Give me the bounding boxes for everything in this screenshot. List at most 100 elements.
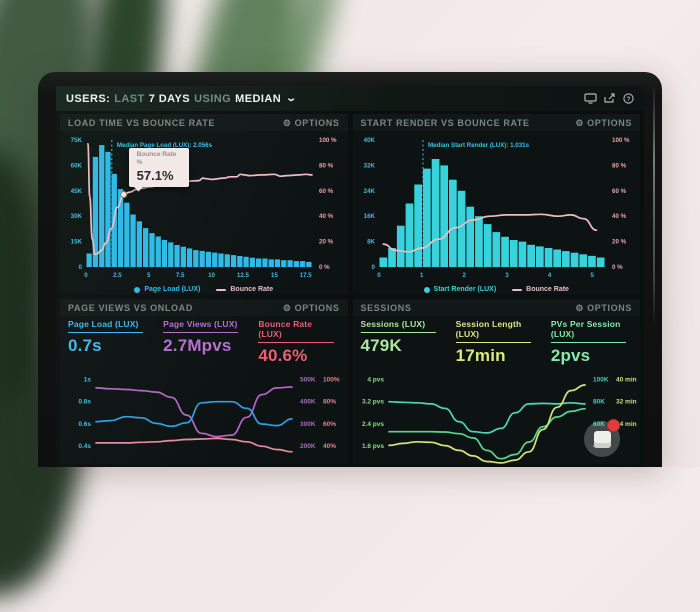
sessions-chart[interactable]: 4 pvs 3.2 pvs 2.4 pvs 1.6 pvs 100K 40 min 80K 3…: [355, 369, 639, 464]
svg-text:7.5: 7.5: [176, 272, 185, 279]
svg-text:0.4s: 0.4s: [78, 443, 91, 450]
legend-dot-icon: [134, 286, 141, 293]
gear-icon: ⚙: [282, 117, 292, 128]
svg-text:0: 0: [79, 264, 83, 271]
svg-text:80 %: 80 %: [319, 162, 334, 169]
svg-text:0: 0: [84, 272, 88, 279]
svg-text:8K: 8K: [367, 239, 375, 246]
svg-text:60 %: 60 %: [612, 188, 627, 195]
dashboard-screen: USERS: LAST 7 DAYS USING MEDIAN ⌄ ? LOAD…: [56, 86, 644, 467]
notification-badge: [607, 419, 620, 432]
page-views-chart[interactable]: 1s 0.8s 0.6s 0.4s 500K 100% 400K 80% 300K 60% 200K…: [62, 369, 346, 464]
svg-text:4 pvs: 4 pvs: [367, 376, 384, 383]
svg-text:16K: 16K: [363, 213, 375, 220]
svg-text:40%: 40%: [323, 443, 336, 450]
svg-text:60 %: 60 %: [319, 188, 334, 195]
gear-icon: ⚙: [282, 302, 292, 313]
svg-text:0: 0: [371, 264, 375, 271]
svg-text:80 %: 80 %: [612, 162, 627, 169]
svg-text:80%: 80%: [323, 399, 336, 406]
header-last: LAST: [114, 92, 145, 105]
svg-text:60K: 60K: [593, 421, 605, 428]
svg-text:Median Page Load (LUX): 2.056s: Median Page Load (LUX): 2.056s: [117, 142, 213, 149]
panel-start-render: START RENDER VS BOUNCE RATE ⚙ OPTIONS 40…: [352, 114, 641, 294]
load_time-svg: 75K 60K 45K 30K 15K 0 100 % 80 % 60 % 40 % 20 % 0 %…: [71, 137, 337, 279]
chat-icon: [593, 430, 611, 448]
svg-text:400K: 400K: [300, 399, 316, 406]
svg-text:100%: 100%: [323, 376, 340, 383]
panel-title: PAGE VIEWS VS ONLOAD: [68, 303, 193, 313]
metric-page-views: Page Views (LUX) 2.7Mpvs: [163, 319, 239, 355]
metric-session-length: Session Length (LUX) 17min: [455, 319, 537, 366]
svg-text:40 %: 40 %: [612, 213, 627, 220]
options-button[interactable]: ⚙ OPTIONS: [282, 302, 340, 313]
svg-text:2.5: 2.5: [113, 272, 122, 279]
legend-bounce-rate[interactable]: Bounce Rate: [512, 286, 569, 293]
svg-text:?: ?: [627, 96, 631, 103]
svg-text:20 %: 20 %: [319, 239, 334, 246]
svg-text:3.2 pvs: 3.2 pvs: [361, 399, 383, 406]
header-users: USERS:: [66, 92, 111, 105]
legend-dot-icon: [423, 286, 430, 293]
svg-text:40 %: 40 %: [319, 213, 334, 220]
header-using: USING: [194, 92, 232, 105]
svg-text:300K: 300K: [300, 421, 316, 428]
panel-sessions: SESSIONS ⚙ OPTIONS Sessions (LUX) 479K S…: [352, 299, 641, 464]
svg-text:10: 10: [208, 272, 215, 279]
page_views-svg: 1s 0.8s 0.6s 0.4s 500K 100% 400K 80% 300K 60% 200K…: [78, 376, 340, 453]
legend-bounce-rate[interactable]: Bounce Rate: [216, 286, 273, 293]
svg-text:0 %: 0 %: [319, 264, 330, 271]
svg-text:0: 0: [377, 272, 381, 279]
svg-text:100 %: 100 %: [612, 137, 630, 144]
svg-text:0.8s: 0.8s: [78, 399, 91, 406]
legend-page-load[interactable]: Page Load (LUX): [134, 286, 200, 293]
bezel-reflection: [653, 88, 655, 328]
metric-row: Sessions (LUX) 479K Session Length (LUX)…: [353, 316, 641, 368]
panel-grid: LOAD TIME VS BOUNCE RATE ⚙ OPTIONS Bounc…: [56, 111, 644, 467]
svg-text:4: 4: [547, 272, 551, 279]
svg-text:100 %: 100 %: [319, 137, 337, 144]
tooltip-value: 57.1%: [136, 168, 174, 184]
dashboard-header: USERS: LAST 7 DAYS USING MEDIAN ⌄ ?: [56, 86, 644, 111]
header-median: MEDIAN: [235, 92, 282, 105]
start-render-chart[interactable]: 40K 32K 24K 16K 8K 0 100 % 80 % 60 % 40 % 20 % 0 % 0…: [355, 132, 639, 285]
svg-text:0.6s: 0.6s: [78, 421, 91, 428]
display-icon[interactable]: [584, 93, 597, 104]
legend: Page Load (LUX) Bounce Rate: [60, 285, 348, 294]
svg-text:Median Start Render (LUX): 1.0: Median Start Render (LUX): 1.031s: [427, 142, 529, 149]
svg-text:32 min: 32 min: [616, 399, 637, 406]
start_render-svg: 40K 32K 24K 16K 8K 0 100 % 80 % 60 % 40 % 20 % 0 % 0…: [363, 137, 630, 279]
options-button[interactable]: ⚙ OPTIONS: [282, 117, 340, 128]
svg-text:40K: 40K: [363, 137, 375, 144]
legend: Start Render (LUX) Bounce Rate: [353, 285, 641, 294]
svg-text:17.5: 17.5: [300, 272, 313, 279]
laptop: USERS: LAST 7 DAYS USING MEDIAN ⌄ ? LOAD…: [38, 72, 662, 467]
svg-text:80K: 80K: [593, 399, 605, 406]
panel-load-time: LOAD TIME VS BOUNCE RATE ⚙ OPTIONS Bounc…: [60, 114, 348, 294]
header-days: 7 DAYS: [148, 92, 191, 105]
svg-text:2: 2: [462, 272, 466, 279]
options-button[interactable]: ⚙ OPTIONS: [575, 302, 632, 313]
gear-icon: ⚙: [575, 302, 585, 313]
metric-sessions: Sessions (LUX) 479K: [360, 319, 442, 366]
svg-text:12.5: 12.5: [237, 272, 250, 279]
chat-widget-button[interactable]: [584, 419, 620, 457]
share-icon[interactable]: [604, 93, 616, 104]
panel-title: START RENDER VS BOUNCE RATE: [360, 118, 530, 128]
svg-text:32K: 32K: [363, 162, 375, 169]
svg-text:30K: 30K: [71, 213, 83, 220]
svg-text:5: 5: [147, 272, 151, 279]
help-icon[interactable]: ?: [623, 93, 634, 104]
svg-text:2.4 pvs: 2.4 pvs: [361, 421, 383, 428]
svg-text:200K: 200K: [300, 443, 316, 450]
svg-text:1s: 1s: [84, 376, 92, 383]
legend-start-render[interactable]: Start Render (LUX): [423, 286, 496, 293]
bounce-tooltip: Bounce Rate % 57.1%: [128, 148, 189, 188]
median-dropdown[interactable]: USERS: LAST 7 DAYS USING MEDIAN ⌄: [66, 92, 298, 105]
chevron-down-icon: ⌄: [285, 93, 298, 104]
svg-text:1: 1: [419, 272, 423, 279]
svg-text:40 min: 40 min: [616, 376, 637, 383]
options-button[interactable]: ⚙ OPTIONS: [575, 117, 632, 128]
svg-text:15K: 15K: [71, 239, 83, 246]
load-time-chart[interactable]: Bounce Rate % 57.1% 75K 60K 45K 30K 15K 0 100 …: [62, 132, 346, 285]
